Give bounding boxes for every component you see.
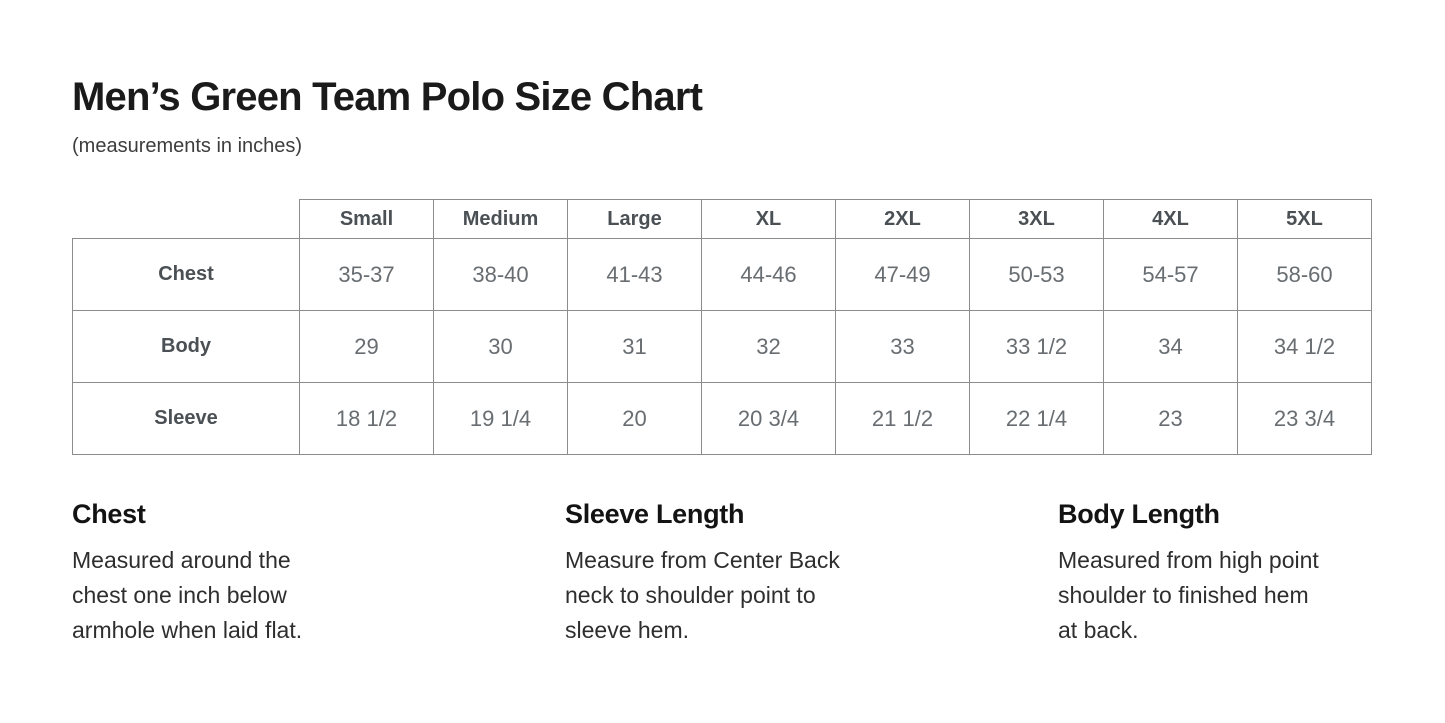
chest-value: 35-37 [299, 238, 434, 311]
sleeve-value: 20 [567, 382, 702, 455]
column-header-large: Large [567, 199, 702, 239]
measurement-definitions: Chest Measured around the chest one inch… [72, 499, 1372, 648]
sleeve-value: 18 1/2 [299, 382, 434, 455]
sleeve-value: 19 1/4 [433, 382, 568, 455]
column-header-3xl: 3XL [969, 199, 1104, 239]
page-subtitle: (measurements in inches) [72, 135, 303, 157]
size-chart-page: Men’s Green Team Polo Size Chart (measur… [0, 74, 1372, 648]
sleeve-value: 21 1/2 [835, 382, 970, 455]
chest-value: 44-46 [701, 238, 836, 311]
size-header-row: Small Medium Large XL 2XL 3XL 4XL 5XL [73, 199, 1372, 239]
chest-value: 50-53 [969, 238, 1104, 311]
table-row-body: Body 29 30 31 32 33 33 1/2 34 34 1/2 [72, 310, 1372, 383]
body-value: 29 [299, 310, 434, 383]
body-value: 34 [1103, 310, 1238, 383]
page-title: Men’s Green Team Polo Size Chart [72, 75, 703, 119]
row-label-chest: Chest [72, 238, 300, 311]
definition-chest-text: Measured around the chest one inch below… [72, 547, 303, 643]
body-value: 34 1/2 [1237, 310, 1372, 383]
body-value: 32 [701, 310, 836, 383]
body-value: 31 [567, 310, 702, 383]
column-header-xl: XL [701, 199, 836, 239]
body-value: 33 [835, 310, 970, 383]
sleeve-value: 23 [1103, 382, 1238, 455]
definition-body-length: Body Length Measured from high point sho… [1058, 499, 1372, 648]
definition-sleeve-length-heading: Sleeve Length [565, 499, 745, 529]
table-row-chest: Chest 35-37 38-40 41-43 44-46 47-49 50-5… [72, 238, 1372, 311]
table-row-sleeve: Sleeve 18 1/2 19 1/4 20 20 3/4 21 1/2 22… [72, 382, 1372, 455]
column-header-5xl: 5XL [1237, 199, 1372, 239]
definition-sleeve-length-text: Measure from Center Back neck to shoulde… [565, 547, 840, 643]
body-value: 30 [433, 310, 568, 383]
definition-sleeve-length: Sleeve Length Measure from Center Back n… [565, 499, 1058, 648]
table-corner-cell [73, 200, 300, 239]
row-label-sleeve: Sleeve [72, 382, 300, 455]
chest-value: 58-60 [1237, 238, 1372, 311]
definition-chest-heading: Chest [72, 499, 146, 529]
column-header-2xl: 2XL [835, 199, 970, 239]
sleeve-value: 23 3/4 [1237, 382, 1372, 455]
column-header-medium: Medium [433, 199, 568, 239]
definition-chest: Chest Measured around the chest one inch… [72, 499, 565, 648]
chest-value: 54-57 [1103, 238, 1238, 311]
chest-value: 41-43 [567, 238, 702, 311]
sleeve-value: 22 1/4 [969, 382, 1104, 455]
definition-body-length-heading: Body Length [1058, 499, 1220, 529]
sleeve-value: 20 3/4 [701, 382, 836, 455]
size-chart-table: Small Medium Large XL 2XL 3XL 4XL 5XL Ch… [72, 199, 1372, 455]
chest-value: 47-49 [835, 238, 970, 311]
chest-value: 38-40 [433, 238, 568, 311]
column-header-4xl: 4XL [1103, 199, 1238, 239]
row-label-body: Body [72, 310, 300, 383]
definition-body-length-text: Measured from high point shoulder to fin… [1058, 547, 1319, 643]
column-header-small: Small [299, 199, 434, 239]
body-value: 33 1/2 [969, 310, 1104, 383]
